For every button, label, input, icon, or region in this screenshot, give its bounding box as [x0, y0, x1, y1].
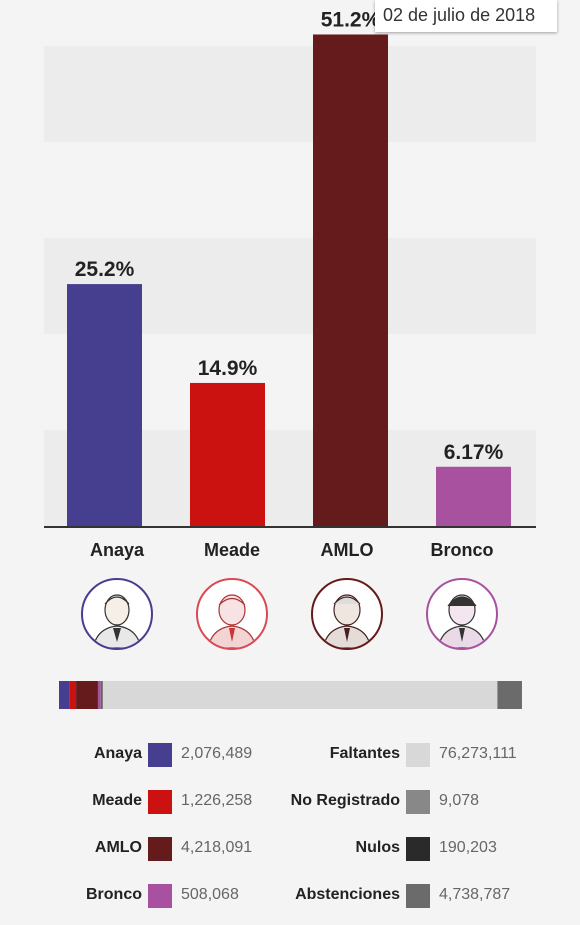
bar-anaya [67, 284, 142, 526]
legend-swatch-bronco [148, 884, 172, 908]
legend-label-abstenciones: Abstenciones [295, 886, 400, 903]
bar-value-label-meade: 14.9% [198, 357, 258, 380]
legend-value-nulos: 190,203 [439, 839, 497, 856]
candidate-name-bronco: Bronco [430, 540, 494, 560]
legend-value-meade: 1,226,258 [181, 792, 253, 809]
progress-segment-nulos [101, 681, 103, 709]
progress-segment-meade [69, 681, 77, 709]
meade-portrait-icon [196, 578, 268, 650]
progress-segment-no-registrado [100, 681, 102, 709]
candidate-name-meade: Meade [203, 540, 261, 560]
candidate-name-amlo: AMLO [320, 540, 374, 560]
legend-value-anaya: 2,076,489 [181, 745, 253, 762]
candidate-name-anaya: Anaya [89, 540, 145, 560]
legend-swatch-abstenciones [406, 884, 430, 908]
bar-bronco [436, 466, 511, 526]
legend-swatch-nulos [406, 837, 430, 861]
legend-label-meade: Meade [92, 792, 142, 809]
legend-swatch-amlo [148, 837, 172, 861]
legend-value-bronco: 508,068 [181, 886, 239, 903]
anaya-portrait-icon [81, 578, 153, 650]
bronco-portrait-icon [426, 578, 498, 650]
progress-segment-bronco [97, 681, 101, 709]
legend-label-faltantes: Faltantes [329, 745, 400, 762]
progress-segment-faltantes [102, 681, 498, 709]
legend-swatch-anaya [148, 743, 172, 767]
legend-label-anaya: Anaya [93, 745, 142, 762]
legend-label-amlo: AMLO [94, 839, 142, 856]
bar-value-label-anaya: 25.2% [75, 258, 135, 281]
legend-value-faltantes: 76,273,111 [439, 745, 517, 762]
legend-value-no-registrado: 9,078 [439, 792, 480, 809]
bar-amlo [313, 34, 388, 526]
legend-label-no-registrado: No Registrado [290, 792, 400, 809]
amlo-portrait-icon [311, 578, 383, 650]
legend-swatch-faltantes [406, 743, 430, 767]
legend-swatch-meade [148, 790, 172, 814]
progress-segment-amlo [76, 681, 98, 709]
progress-segment-anaya [59, 681, 70, 709]
legend-label-nulos: Nulos [355, 839, 400, 856]
grid-band [44, 46, 536, 142]
progress-segment-abstenciones [497, 681, 522, 709]
date-label: 02 de julio de 2018 [375, 0, 557, 32]
legend-swatch-no-registrado [406, 790, 430, 814]
bar-meade [190, 382, 265, 526]
bar-value-label-bronco: 6.17% [444, 441, 504, 464]
legend-label-bronco: Bronco [86, 886, 142, 903]
legend-value-abstenciones: 4,738,787 [439, 886, 511, 903]
bar-chart: 25.2% 14.9% 51.2% 6.17% [44, 8, 536, 709]
legend-value-amlo: 4,218,091 [181, 839, 253, 856]
bar-value-label-amlo: 51.2% [321, 8, 381, 31]
